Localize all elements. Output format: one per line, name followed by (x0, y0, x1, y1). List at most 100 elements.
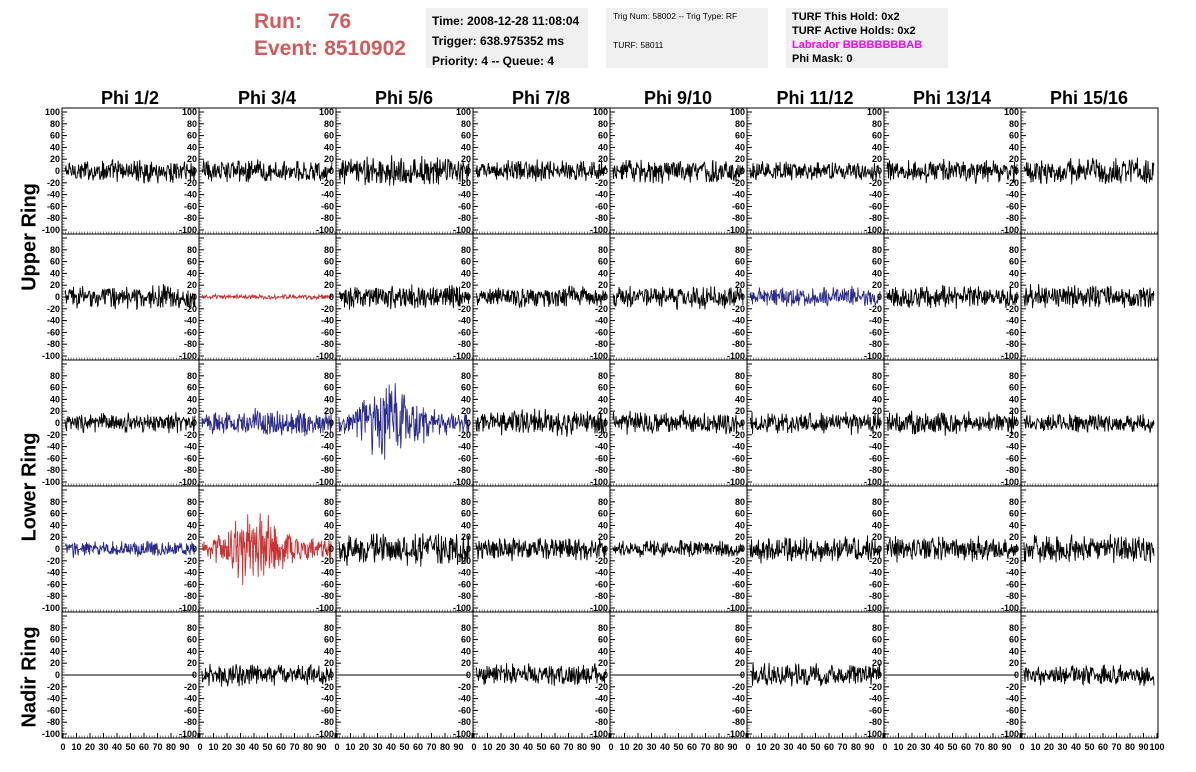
y-tick-label: -20 (869, 304, 882, 314)
y-tick-label: -40 (47, 442, 60, 452)
y-tick-label: 60 (598, 131, 608, 141)
y-tick-label: -60 (321, 201, 334, 211)
waveform-trace (64, 540, 196, 558)
y-tick-label: 80 (872, 119, 882, 129)
y-tick-label: -40 (47, 568, 60, 578)
y-tick-label: -60 (321, 705, 334, 715)
y-tick-label: 20 (187, 658, 197, 668)
y-tick-label: 0 (55, 544, 60, 554)
y-tick-label: 0 (603, 166, 608, 176)
y-tick-label: 0 (1014, 166, 1019, 176)
y-tick-label: 0 (877, 166, 882, 176)
waveform-trace (64, 283, 196, 310)
y-tick-label: 80 (735, 623, 745, 633)
y-tick-label: -40 (321, 568, 334, 578)
y-tick-label: -60 (1006, 579, 1019, 589)
y-tick-label: 40 (1009, 394, 1019, 404)
x-tick-label: 70 (837, 742, 847, 752)
y-tick-label: 0 (192, 292, 197, 302)
x-tick-label: 70 (974, 742, 984, 752)
x-tick-label: 40 (1071, 742, 1081, 752)
y-tick-label: -80 (184, 213, 197, 223)
y-tick-label: -20 (321, 556, 334, 566)
y-tick-label: -40 (184, 568, 197, 578)
y-tick-label: 60 (735, 131, 745, 141)
y-tick-label: 20 (598, 280, 608, 290)
y-tick-label: -60 (47, 705, 60, 715)
y-tick-label: -60 (732, 453, 745, 463)
y-tick-label: 100 (319, 107, 334, 117)
y-tick-label: -20 (458, 682, 471, 692)
y-tick-label: -60 (321, 579, 334, 589)
y-tick-label: -60 (869, 453, 882, 463)
x-tick-label: 10 (756, 742, 766, 752)
y-tick-label: -80 (732, 213, 745, 223)
y-tick-label: -20 (595, 304, 608, 314)
x-tick-label: 60 (550, 742, 560, 752)
y-tick-label: -20 (732, 178, 745, 188)
y-tick-label: 20 (735, 280, 745, 290)
y-tick-label: -40 (458, 316, 471, 326)
y-tick-label: -60 (595, 327, 608, 337)
turf-this-hold-text: TURF This Hold: 0x2 (792, 11, 900, 23)
y-tick-label: 80 (324, 245, 334, 255)
x-tick-label: 60 (276, 742, 286, 752)
x-tick-label: 20 (770, 742, 780, 752)
y-tick-label: -100 (590, 351, 608, 361)
y-tick-label: 0 (1014, 670, 1019, 680)
y-tick-label: -60 (321, 327, 334, 337)
y-tick-label: -80 (47, 717, 60, 727)
y-tick-label: 60 (1009, 383, 1019, 393)
y-tick-label: 60 (735, 509, 745, 519)
y-tick-label: 20 (461, 280, 471, 290)
y-tick-label: 80 (187, 245, 197, 255)
x-tick-label: 30 (920, 742, 930, 752)
y-tick-label: -100 (316, 603, 334, 613)
y-tick-label: -80 (869, 465, 882, 475)
y-tick-label: 80 (50, 623, 60, 633)
y-tick-label: 20 (598, 406, 608, 416)
waveform-trace (750, 662, 881, 687)
turf-active-holds-text: TURF Active Holds: 0x2 (792, 25, 916, 37)
x-tick-label: 60 (687, 742, 697, 752)
y-tick-label: -40 (1006, 568, 1019, 578)
y-tick-label: 20 (872, 406, 882, 416)
y-tick-label: 20 (1009, 154, 1019, 164)
y-tick-label: 40 (324, 394, 334, 404)
waveform-trace (475, 159, 607, 182)
y-tick-label: 60 (461, 509, 471, 519)
y-tick-label: -80 (732, 717, 745, 727)
y-tick-label: 40 (461, 142, 471, 152)
y-tick-label: -80 (321, 717, 334, 727)
y-tick-label: -100 (42, 351, 60, 361)
y-tick-label: -60 (1006, 453, 1019, 463)
y-tick-label: 60 (187, 635, 197, 645)
waveform-trace (475, 408, 607, 437)
y-tick-label: -60 (184, 201, 197, 211)
y-tick-label: 20 (324, 280, 334, 290)
y-tick-label: -80 (184, 717, 197, 727)
x-tick-label: 0 (471, 742, 476, 752)
y-tick-label: -100 (727, 477, 745, 487)
y-tick-label: -20 (458, 304, 471, 314)
x-tick-label: 90 (1138, 742, 1148, 752)
y-tick-label: 20 (1009, 280, 1019, 290)
y-tick-label: -100 (453, 477, 471, 487)
y-tick-label: 20 (324, 532, 334, 542)
waveform-trace (612, 285, 744, 310)
y-tick-label: -40 (458, 442, 471, 452)
y-tick-label: 60 (735, 635, 745, 645)
y-tick-label: -40 (869, 694, 882, 704)
x-tick-label: 10 (619, 742, 629, 752)
y-tick-label: -20 (869, 178, 882, 188)
x-tick-label: 80 (303, 742, 313, 752)
y-tick-label: -60 (184, 705, 197, 715)
y-tick-label: -40 (732, 442, 745, 452)
column-title-2: Phi 3/4 (237, 88, 297, 108)
y-tick-label: -100 (864, 225, 882, 235)
